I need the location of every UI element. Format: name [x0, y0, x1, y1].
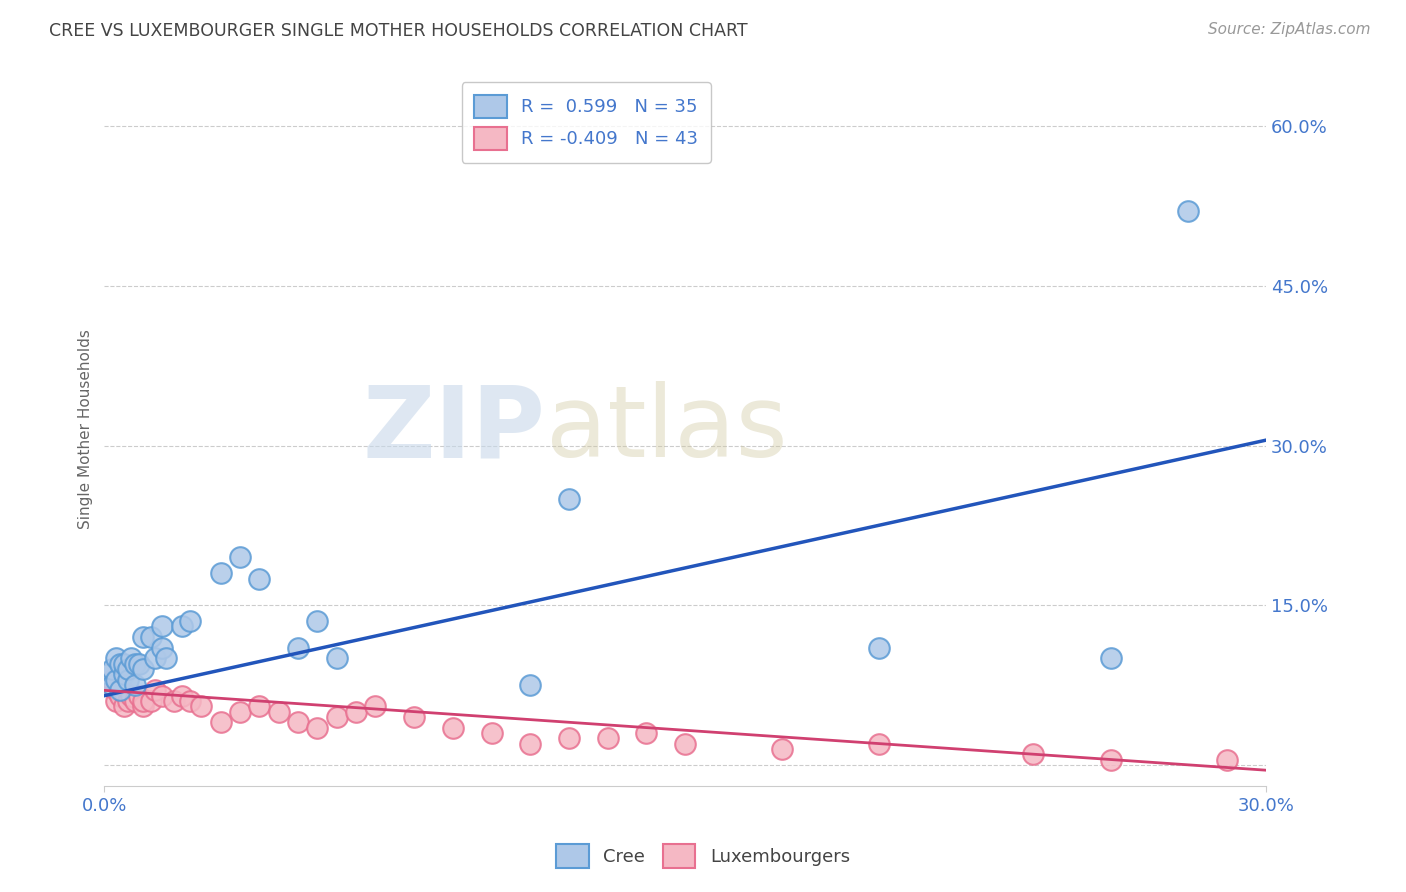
Point: [209, 715, 232, 730]
Point: [267, 705, 290, 719]
Point: [101, 662, 124, 676]
Point: [247, 699, 270, 714]
Point: [155, 651, 177, 665]
Point: [104, 651, 127, 665]
Point: [519, 678, 541, 692]
Point: [152, 619, 174, 633]
Point: [170, 619, 193, 633]
Point: [143, 651, 166, 665]
Point: [287, 715, 309, 730]
Point: [104, 694, 127, 708]
Point: [481, 726, 503, 740]
Point: [1216, 752, 1239, 766]
Point: [143, 683, 166, 698]
Point: [132, 630, 155, 644]
Point: [139, 694, 162, 708]
Text: Source: ZipAtlas.com: Source: ZipAtlas.com: [1208, 22, 1371, 37]
Point: [307, 614, 329, 628]
Point: [179, 694, 201, 708]
Point: [104, 683, 127, 698]
Point: [121, 651, 143, 665]
Point: [344, 705, 367, 719]
Point: [364, 699, 387, 714]
Point: [124, 678, 146, 692]
Point: [97, 678, 120, 692]
Point: [108, 683, 131, 698]
Point: [307, 721, 329, 735]
Point: [596, 731, 619, 746]
Point: [229, 705, 252, 719]
Point: [132, 662, 155, 676]
Point: [124, 657, 146, 671]
Text: ZIP: ZIP: [363, 381, 546, 478]
Point: [117, 673, 139, 687]
Point: [101, 678, 124, 692]
Legend: Cree, Luxembourgers: Cree, Luxembourgers: [546, 834, 860, 879]
Point: [1022, 747, 1045, 762]
Point: [247, 572, 270, 586]
Point: [287, 640, 309, 655]
Legend: R =  0.599   N = 35, R = -0.409   N = 43: R = 0.599 N = 35, R = -0.409 N = 43: [461, 82, 711, 162]
Point: [128, 689, 150, 703]
Point: [636, 726, 658, 740]
Text: atlas: atlas: [546, 381, 787, 478]
Point: [163, 694, 186, 708]
Text: CREE VS LUXEMBOURGER SINGLE MOTHER HOUSEHOLDS CORRELATION CHART: CREE VS LUXEMBOURGER SINGLE MOTHER HOUSE…: [49, 22, 748, 40]
Point: [558, 491, 581, 506]
Point: [97, 667, 120, 681]
Point: [112, 657, 135, 671]
Point: [117, 694, 139, 708]
Point: [325, 710, 347, 724]
Point: [170, 689, 193, 703]
Point: [229, 550, 252, 565]
Point: [108, 678, 131, 692]
Point: [101, 673, 124, 687]
Point: [108, 657, 131, 671]
Point: [152, 640, 174, 655]
Point: [770, 742, 793, 756]
Point: [132, 694, 155, 708]
Point: [558, 731, 581, 746]
Point: [104, 673, 127, 687]
Point: [112, 667, 135, 681]
Point: [673, 737, 696, 751]
Point: [209, 566, 232, 581]
Point: [124, 694, 146, 708]
Point: [179, 614, 201, 628]
Point: [128, 657, 150, 671]
Point: [152, 689, 174, 703]
Point: [868, 737, 890, 751]
Point: [112, 699, 135, 714]
Point: [1099, 752, 1122, 766]
Point: [117, 662, 139, 676]
Point: [868, 640, 890, 655]
Point: [139, 630, 162, 644]
Point: [519, 737, 541, 751]
Point: [441, 721, 464, 735]
Point: [1177, 204, 1199, 219]
Point: [121, 689, 143, 703]
Point: [112, 685, 135, 699]
Point: [190, 699, 212, 714]
Y-axis label: Single Mother Households: Single Mother Households: [79, 330, 93, 530]
Point: [108, 689, 131, 703]
Point: [404, 710, 426, 724]
Point: [325, 651, 347, 665]
Point: [132, 699, 155, 714]
Point: [1099, 651, 1122, 665]
